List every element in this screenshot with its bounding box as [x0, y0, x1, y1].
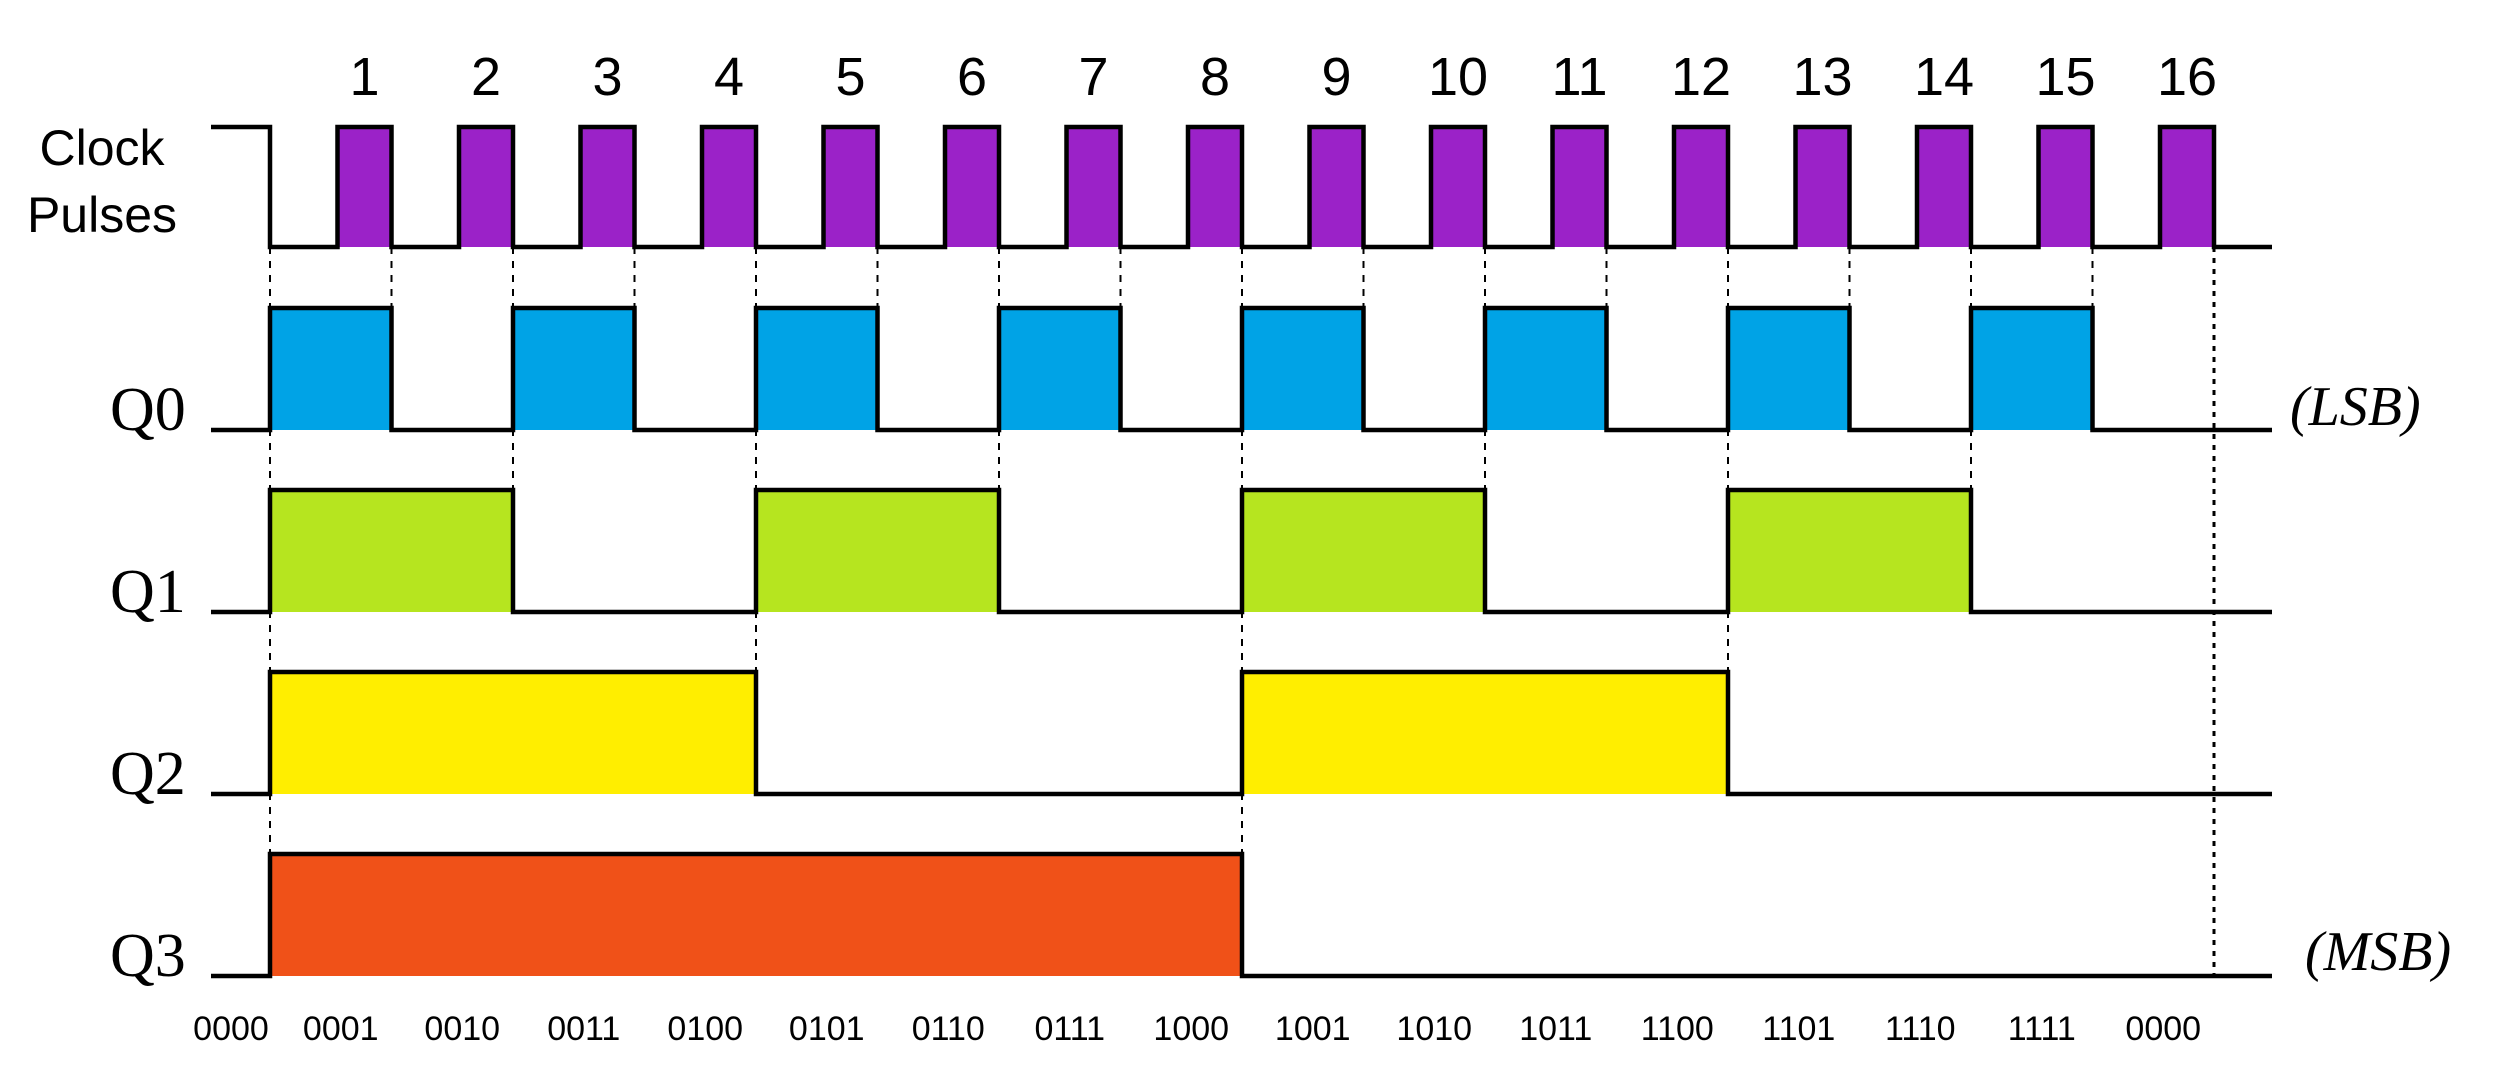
clock-label-line1: Clock [39, 120, 165, 176]
clock-pulse [1309, 127, 1364, 247]
clock-pulse [1674, 127, 1728, 247]
state-label: 0100 [667, 1010, 743, 1048]
q2-high-segment [1242, 672, 1728, 794]
pulse-number: 12 [1671, 47, 1731, 107]
pulse-number: 15 [2035, 47, 2095, 107]
pulse-number: 5 [835, 47, 865, 107]
state-label: 0011 [547, 1010, 620, 1048]
pulse-number: 1 [349, 47, 379, 107]
q0-high-segment [756, 308, 878, 430]
q3-waveform [211, 851, 2272, 979]
clock-pulse [1188, 127, 1242, 247]
state-label: 1000 [1153, 1010, 1229, 1048]
state-label: 0101 [789, 1010, 865, 1048]
pulse-number: 3 [592, 47, 622, 107]
signal-label-q2: Q2 [110, 740, 186, 808]
q0-high-segment [999, 308, 1121, 430]
lsb-tag: (LSB) [2290, 376, 2421, 438]
clock-pulse [702, 127, 756, 247]
clock-pulse [580, 127, 635, 247]
pulse-number: 11 [1551, 47, 1607, 107]
q1-high-segment [1242, 490, 1485, 612]
clock-pulse [1552, 127, 1607, 247]
state-label: 0000 [193, 1010, 269, 1048]
signal-label-q3: Q3 [110, 922, 186, 990]
waveform-fills [270, 127, 2214, 976]
signal-label-q0: Q0 [110, 376, 186, 444]
pulse-number: 16 [2157, 47, 2217, 107]
q0-high-segment [1971, 308, 2093, 430]
pulse-number: 9 [1321, 47, 1351, 107]
pulse-number: 4 [714, 47, 744, 107]
state-label: 1100 [1641, 1010, 1714, 1048]
q0-high-segment [1242, 308, 1364, 430]
state-label: 1111 [2008, 1010, 2076, 1048]
clock-pulse [945, 127, 999, 247]
state-label: 1010 [1396, 1010, 1472, 1048]
q2-high-segment [270, 672, 756, 794]
pulse-number: 6 [957, 47, 987, 107]
clock-pulse [823, 127, 878, 247]
q1-high-segment [1728, 490, 1971, 612]
pulse-number: 8 [1200, 47, 1230, 107]
pulse-number: 14 [1914, 47, 1974, 107]
pulse-number: 2 [471, 47, 501, 107]
state-label: 1110 [1885, 1010, 1956, 1048]
clock-pulse [1917, 127, 1971, 247]
q2-waveform [211, 669, 2272, 797]
clock-pulse [337, 127, 392, 247]
q0-waveform [211, 305, 2272, 433]
clock-pulse [459, 127, 513, 247]
state-label: 0000 [2125, 1010, 2201, 1048]
state-label: 1101 [1762, 1010, 1835, 1048]
pulse-number: 7 [1078, 47, 1108, 107]
msb-tag: (MSB) [2305, 921, 2451, 983]
q1-waveform [211, 487, 2272, 615]
pulse-number-row: 1 2 3 4 5 6 7 8 9 10 11 12 13 14 15 16 [349, 47, 2217, 107]
clock-pulse [1795, 127, 1850, 247]
q3-high-segment [270, 854, 1242, 976]
state-label: 0110 [912, 1010, 985, 1048]
pulse-number: 10 [1428, 47, 1488, 107]
clock-label-line2: Pulses [27, 187, 177, 243]
q1-high-segment [756, 490, 999, 612]
clock-pulse [2160, 127, 2214, 247]
clock-pulse [1431, 127, 1485, 247]
clock-pulse [1066, 127, 1121, 247]
q1-high-segment [270, 490, 513, 612]
state-label: 0111 [1034, 1010, 1105, 1048]
state-label: 0010 [424, 1010, 500, 1048]
pulse-number: 13 [1792, 47, 1852, 107]
waveform-lines [211, 124, 2272, 979]
clock-waveform [211, 124, 2272, 250]
q0-high-segment [513, 308, 635, 430]
clock-pulse [2038, 127, 2093, 247]
q0-high-segment [1728, 308, 1850, 430]
signal-label-q1: Q1 [110, 558, 186, 626]
state-label-row: 0000 0001 0010 0011 0100 0101 0110 0111 1000 1001… [193, 1010, 2201, 1048]
state-label: 1011 [1519, 1010, 1592, 1048]
state-label: 0001 [303, 1010, 379, 1048]
state-label: 1001 [1275, 1010, 1351, 1048]
q0-high-segment [1485, 308, 1607, 430]
q0-high-segment [270, 308, 392, 430]
